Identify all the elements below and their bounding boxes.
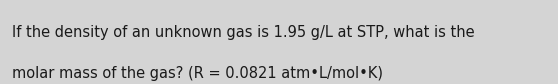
- Text: If the density of an unknown gas is 1.95 g/L at STP, what is the: If the density of an unknown gas is 1.95…: [12, 25, 475, 40]
- Text: molar mass of the gas? (R = 0.0821 atm•L/mol•K): molar mass of the gas? (R = 0.0821 atm•L…: [12, 66, 383, 81]
